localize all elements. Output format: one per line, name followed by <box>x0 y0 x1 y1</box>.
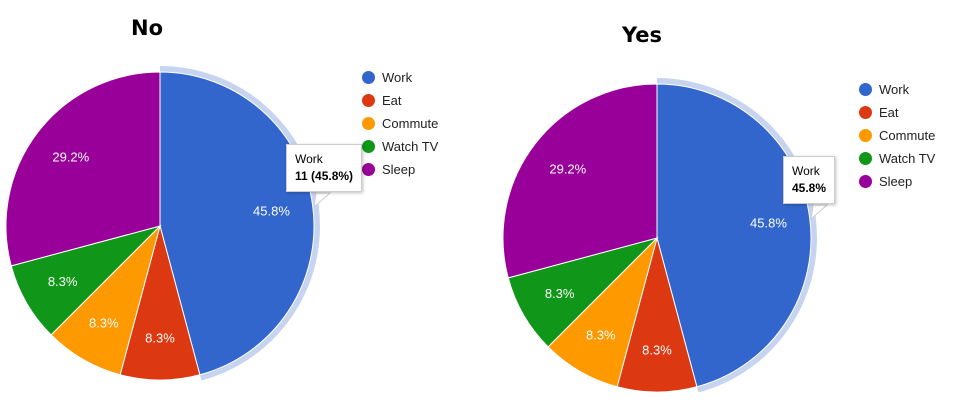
legend-label: Watch TV <box>382 139 439 154</box>
slice-label-eat: 8.3% <box>642 342 672 357</box>
slice-label-eat: 8.3% <box>145 330 175 345</box>
legend-swatch <box>362 140 375 153</box>
legend-swatch <box>362 163 375 176</box>
slice-sleep[interactable] <box>5 71 161 267</box>
slice-label-work: 45.8% <box>253 203 290 218</box>
legend-label: Commute <box>879 128 936 143</box>
legend-item-commute[interactable]: Commute <box>859 124 935 147</box>
tooltip-pointer <box>810 204 829 221</box>
legend-label: Commute <box>382 116 439 131</box>
legend-label: Work <box>879 82 910 97</box>
slice-work[interactable] <box>656 83 812 388</box>
tooltip: Work 45.8% <box>783 156 836 204</box>
legend-swatch <box>859 106 872 119</box>
legend-label: Sleep <box>879 174 913 189</box>
legend-swatch <box>362 117 375 130</box>
tooltip-label: Work <box>792 164 820 178</box>
legend-label: Eat <box>382 93 402 108</box>
slice-label-sleep: 29.2% <box>52 150 89 165</box>
legend-item-eat[interactable]: Eat <box>859 101 935 124</box>
tooltip: Work 11 (45.8%) <box>286 144 363 192</box>
legend-item-watch-tv[interactable]: Watch TV <box>859 147 935 170</box>
legend-swatch <box>859 152 872 165</box>
slice-label-watch-tv: 8.3% <box>48 274 78 289</box>
tooltip-value: 11 (45.8%) <box>295 169 354 183</box>
legend-swatch <box>362 94 375 107</box>
pie-chart-yes: Yes 45.8% 8.3% 8.3% 8.3% 29.2% Work Eat Commut… <box>481 0 961 418</box>
legend: Work Eat Commute Watch TV Sleep <box>362 66 438 181</box>
legend-item-sleep[interactable]: Sleep <box>859 170 935 193</box>
legend-item-work[interactable]: Work <box>362 66 438 89</box>
legend-label: Eat <box>879 105 899 120</box>
legend-label: Sleep <box>382 162 416 177</box>
legend-label: Work <box>382 70 413 85</box>
legend-swatch <box>362 71 375 84</box>
slice-label-commute: 8.3% <box>89 315 119 330</box>
legend: Work Eat Commute Watch TV Sleep <box>859 78 935 193</box>
tooltip-label: Work <box>295 152 323 166</box>
legend-item-work[interactable]: Work <box>859 78 935 101</box>
legend-item-sleep[interactable]: Sleep <box>362 158 438 181</box>
chart-title: Yes <box>622 23 663 47</box>
legend-item-eat[interactable]: Eat <box>362 89 438 112</box>
slice-label-work: 45.8% <box>750 215 787 230</box>
slice-label-commute: 8.3% <box>586 327 616 342</box>
slice-sleep[interactable] <box>502 83 658 279</box>
pie-svg: 45.8% 8.3% 8.3% 8.3% 29.2% <box>502 78 829 393</box>
legend-swatch <box>859 129 872 142</box>
slice-label-watch-tv: 8.3% <box>545 286 575 301</box>
legend-item-watch-tv[interactable]: Watch TV <box>362 135 438 158</box>
legend-swatch <box>859 175 872 188</box>
slice-work[interactable] <box>159 71 315 376</box>
legend-swatch <box>859 83 872 96</box>
tooltip-value: 45.8% <box>792 181 827 195</box>
pie-svg: 45.8% 8.3% 8.3% 8.3% 29.2% <box>5 66 332 381</box>
pie-chart-no: No 45.8% 8.3% 8.3% 8.3% 29.2% Work Eat Commute… <box>0 0 480 418</box>
legend-item-commute[interactable]: Commute <box>362 112 438 135</box>
legend-label: Watch TV <box>879 151 936 166</box>
chart-title: No <box>131 16 164 40</box>
slice-label-sleep: 29.2% <box>549 162 586 177</box>
tooltip-pointer <box>313 192 332 209</box>
